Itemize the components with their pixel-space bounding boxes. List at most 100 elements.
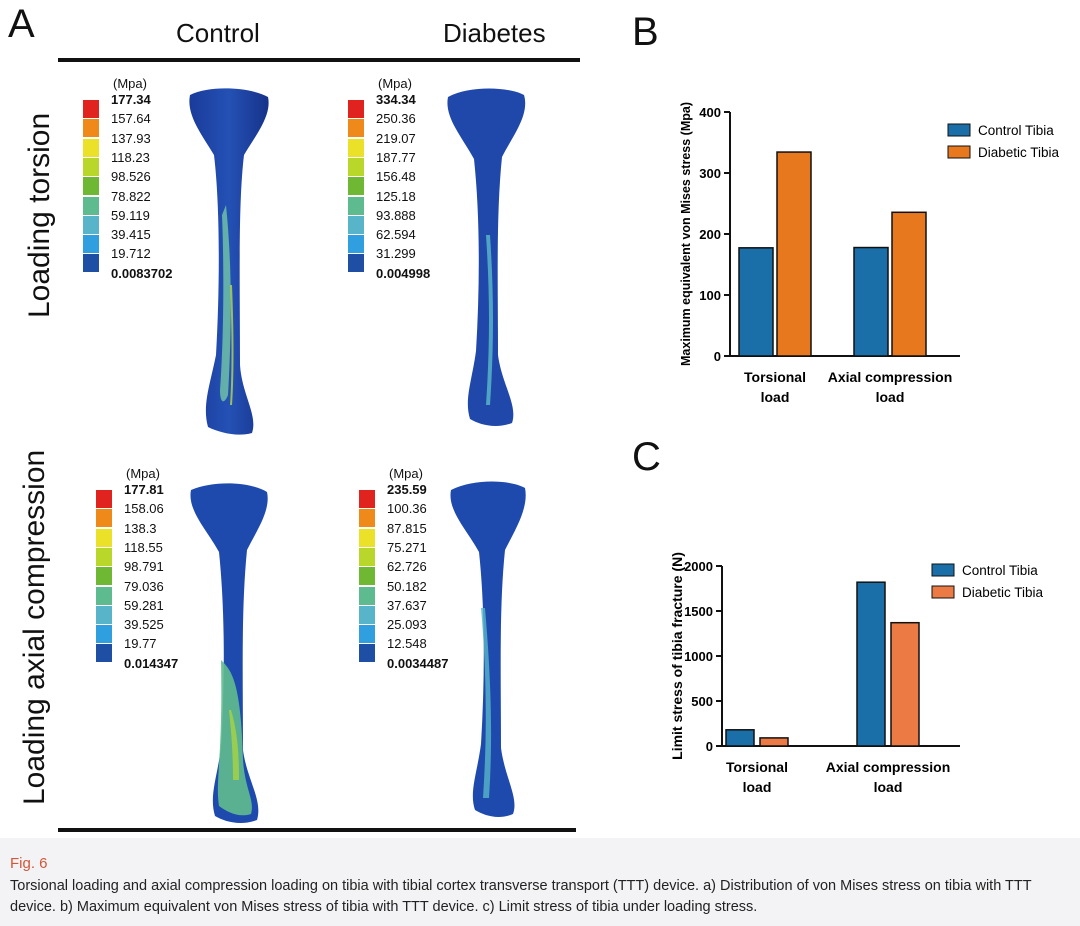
colorbar-label: 334.34 [376, 92, 416, 107]
colorbar-label: 177.81 [124, 482, 164, 497]
colorbar-label: 59.119 [111, 207, 150, 223]
legend-swatch [947, 145, 971, 159]
colorbar-label: 12.548 [387, 636, 427, 652]
colorbar-swatch [348, 138, 364, 157]
colorbar-label: 87.815 [387, 520, 427, 536]
colorbar-label: 118.55 [124, 539, 163, 555]
colorbar-swatch [348, 235, 364, 254]
tibia-torsion-control-image [189, 88, 269, 435]
colorbar-swatch [348, 157, 364, 176]
colorbar-label: 93.888 [376, 207, 416, 223]
legend-swatch [931, 585, 955, 599]
figure-label: Fig. 6 [10, 855, 48, 872]
colorbar-label: 25.093 [387, 617, 427, 633]
column-header-diabetes: Diabetes [443, 18, 546, 48]
colorbar-unit: (Mpa) [378, 76, 412, 91]
colorbar-label: 62.594 [376, 227, 416, 243]
bar [853, 246, 889, 357]
colorbar-label: 62.726 [387, 559, 427, 575]
colorbar-label: 187.77 [376, 149, 416, 165]
y-axis-label: Limit stress of tibia fracture (N) [669, 552, 685, 760]
colorbar-label: 59.281 [124, 597, 164, 613]
y-tick-label: 2000 [684, 559, 713, 574]
figure-canvas: A Control Diabetes Loading torsion Loadi… [0, 0, 1080, 838]
legend-label: Diabetic Tibia [978, 145, 1060, 160]
colorbar-swatch [83, 157, 99, 176]
colorbar-swatch [348, 215, 364, 234]
colorbar-label: 39.415 [111, 227, 151, 243]
colorbar-swatch [359, 528, 375, 547]
panel-b-letter: B [632, 10, 659, 54]
colorbar-label: 138.3 [124, 520, 157, 536]
figure-caption: Torsional loading and axial compression … [10, 878, 1032, 915]
colorbar-label: 0.0083702 [111, 265, 173, 281]
colorbar-swatch [96, 644, 112, 663]
colorbar-label: 235.59 [387, 482, 427, 497]
colorbar-swatch [359, 586, 375, 605]
colorbar-unit: (Mpa) [126, 466, 160, 481]
x-tick-label: Axial compression [828, 369, 953, 385]
colorbar-swatch [83, 254, 99, 273]
colorbar-swatch [83, 196, 99, 215]
y-tick-label: 400 [699, 105, 721, 120]
y-axis-label: Maximum equivalent von Mises stress (Mpa… [679, 102, 693, 366]
y-tick-label: 0 [714, 349, 721, 364]
colorbar-swatch [359, 625, 375, 644]
colorbar-swatch [359, 509, 375, 528]
colorbar-label: 39.525 [124, 617, 164, 633]
colorbar-swatch [359, 547, 375, 566]
colorbar-swatch [359, 605, 375, 624]
colorbar-axial-control: (Mpa) 177.81 158.06 138.3 118.55 98.791 79.036… [96, 466, 216, 671]
colorbar-label: 125.18 [376, 188, 416, 204]
colorbar-swatch [96, 547, 112, 566]
colorbar-label: 98.791 [124, 559, 164, 575]
colorbar-label: 250.36 [376, 111, 416, 127]
colorbar-label: 219.07 [376, 130, 416, 146]
colorbar-label: 37.637 [387, 597, 427, 613]
bar [759, 737, 789, 747]
colorbar-label: 177.34 [111, 92, 151, 107]
legend-swatch [947, 123, 971, 137]
colorbar-swatch [96, 586, 112, 605]
y-tick-label: 100 [699, 288, 721, 303]
legend-label: Diabetic Tibia [962, 585, 1044, 600]
colorbar-axial-diabetes: (Mpa) 235.59 100.36 87.815 75.271 62.726 50.18… [359, 466, 479, 671]
colorbar-swatch [359, 490, 375, 508]
colorbar-label: 156.48 [376, 169, 416, 185]
panel-a-letter: A [8, 2, 35, 46]
colorbar-label: 100.36 [387, 501, 427, 517]
bar [725, 729, 755, 747]
row-label-axial: Loading axial compression [18, 449, 51, 805]
y-tick-label: 1500 [684, 604, 713, 619]
colorbar-label: 137.93 [111, 130, 151, 146]
chart-b: Maximum equivalent von Mises stress (Mpa… [679, 102, 1060, 405]
row-label-torsion: Loading torsion [23, 112, 56, 318]
colorbar-swatch [96, 605, 112, 624]
colorbar-swatch [348, 177, 364, 196]
colorbar-swatch [96, 509, 112, 528]
colorbar-swatch [348, 100, 364, 118]
top-rule [58, 58, 580, 62]
colorbar-label: 19.712 [111, 246, 151, 262]
legend-label: Control Tibia [978, 123, 1054, 138]
bar [776, 151, 812, 357]
bar [891, 211, 927, 357]
colorbar-label: 98.526 [111, 169, 151, 185]
colorbar-label: 0.0034487 [387, 655, 449, 671]
colorbar-label: 0.004998 [376, 265, 431, 281]
colorbar-swatch [83, 119, 99, 138]
bar [738, 247, 774, 357]
bar [890, 621, 920, 747]
chart-c: Limit stress of tibia fracture (N) 0 500 10… [669, 552, 1044, 795]
colorbar-label: 79.036 [124, 578, 164, 594]
colorbar-swatch [83, 138, 99, 157]
tibia-axial-diabetes-image [450, 481, 526, 817]
colorbar-label: 19.77 [124, 636, 157, 652]
x-tick-label: Axial compression [826, 759, 951, 775]
x-tick-label: load [874, 779, 903, 795]
colorbar-swatch [96, 625, 112, 644]
x-tick-label: Torsional [744, 369, 806, 385]
colorbar-label: 157.64 [111, 111, 151, 127]
colorbar-unit: (Mpa) [389, 466, 423, 481]
colorbar-label: 75.271 [387, 539, 427, 555]
